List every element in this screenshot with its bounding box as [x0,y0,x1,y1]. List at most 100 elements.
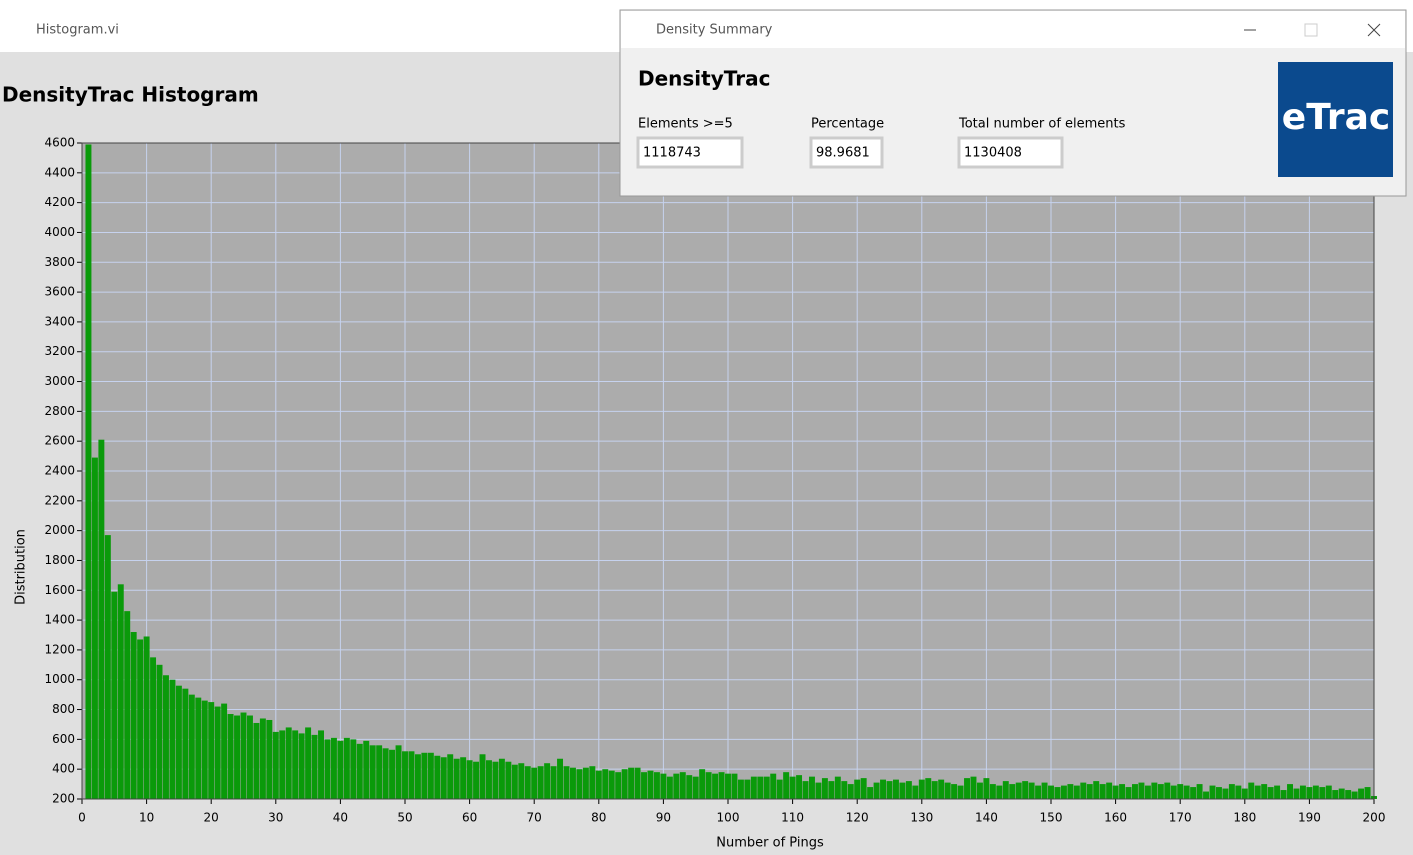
bar [828,781,835,799]
bar [880,779,887,799]
bar [1196,784,1203,799]
field-box [636,136,744,169]
bar [931,781,938,799]
y-tick-label: 600 [52,732,75,746]
bar [544,763,551,799]
bar [1086,784,1093,799]
bar [854,779,861,799]
bar [1093,781,1100,799]
bar [1345,790,1352,799]
bar [582,767,589,799]
bar [1293,788,1300,799]
bar [660,773,667,799]
bar [1002,781,1009,799]
bar [408,751,415,799]
bar [1177,784,1184,799]
y-tick-label: 3600 [44,285,75,299]
logo [1278,62,1393,177]
bar [195,697,202,799]
x-tick-label: 10 [139,811,154,825]
bar [699,769,706,799]
x-tick-label: 120 [846,811,869,825]
bar [1280,790,1287,799]
bar [783,772,790,799]
bar [1048,785,1054,799]
bar [1073,785,1080,799]
bar [1054,787,1061,799]
bar [860,778,867,799]
bar [305,727,312,799]
x-tick-label: 70 [527,811,542,825]
bar [343,737,350,799]
bar [389,749,396,799]
y-tick-label: 1200 [44,642,75,656]
bar [905,781,912,799]
bar [440,757,447,799]
bar [873,782,880,799]
bar [311,734,318,799]
bar [117,584,124,799]
bar [970,776,977,799]
x-tick-label: 150 [1040,811,1063,825]
bar [1358,788,1365,799]
bar [402,751,408,799]
bar [731,773,738,799]
bar [1274,785,1281,799]
bar [382,748,389,799]
bar [983,778,990,799]
bar [1319,787,1326,799]
bar [1035,785,1042,799]
bar [279,730,286,799]
bar [447,754,454,799]
x-tick-label: 60 [462,811,477,825]
bar [847,784,854,799]
bar [550,766,557,799]
bar [369,745,376,799]
y-tick-label: 3000 [44,374,75,388]
field-value: 1130408 [964,146,1022,161]
bar [815,782,822,799]
maximize-button[interactable] [1304,23,1318,37]
bar [1299,785,1306,799]
bar [376,745,383,799]
y-tick-label: 4000 [44,225,75,239]
bar [1164,782,1171,799]
bar [111,591,118,799]
close-button[interactable] [1367,23,1381,37]
bar [770,773,777,799]
bar [1022,781,1029,799]
x-tick-label: 50 [397,811,412,825]
bar [124,611,131,799]
bar [750,776,757,799]
bar [595,770,602,799]
bar [802,781,809,799]
bar [91,457,98,799]
bar [1138,782,1145,799]
field-value: 1118743 [643,146,701,161]
bar [473,761,480,799]
bar [589,766,596,799]
bar [130,632,137,799]
y-tick-label: 2600 [44,434,75,448]
bar [169,679,176,799]
x-tick-label: 200 [1363,811,1386,825]
bar [679,772,686,799]
bar [1338,788,1345,799]
bar [298,733,305,799]
y-tick-label: 3800 [44,255,75,269]
bar [85,144,92,799]
bar [1306,787,1313,799]
bar [621,769,628,799]
bar [1228,784,1235,799]
bar [1261,784,1268,799]
field-value: 98.9681 [816,146,870,161]
bar [498,758,505,799]
bar [234,715,241,799]
bar [1028,782,1035,799]
field-label: Percentage [811,117,884,132]
bar [1235,785,1242,799]
bar [1183,785,1190,799]
bar [421,752,428,799]
bar [912,785,919,799]
bar [957,785,964,799]
